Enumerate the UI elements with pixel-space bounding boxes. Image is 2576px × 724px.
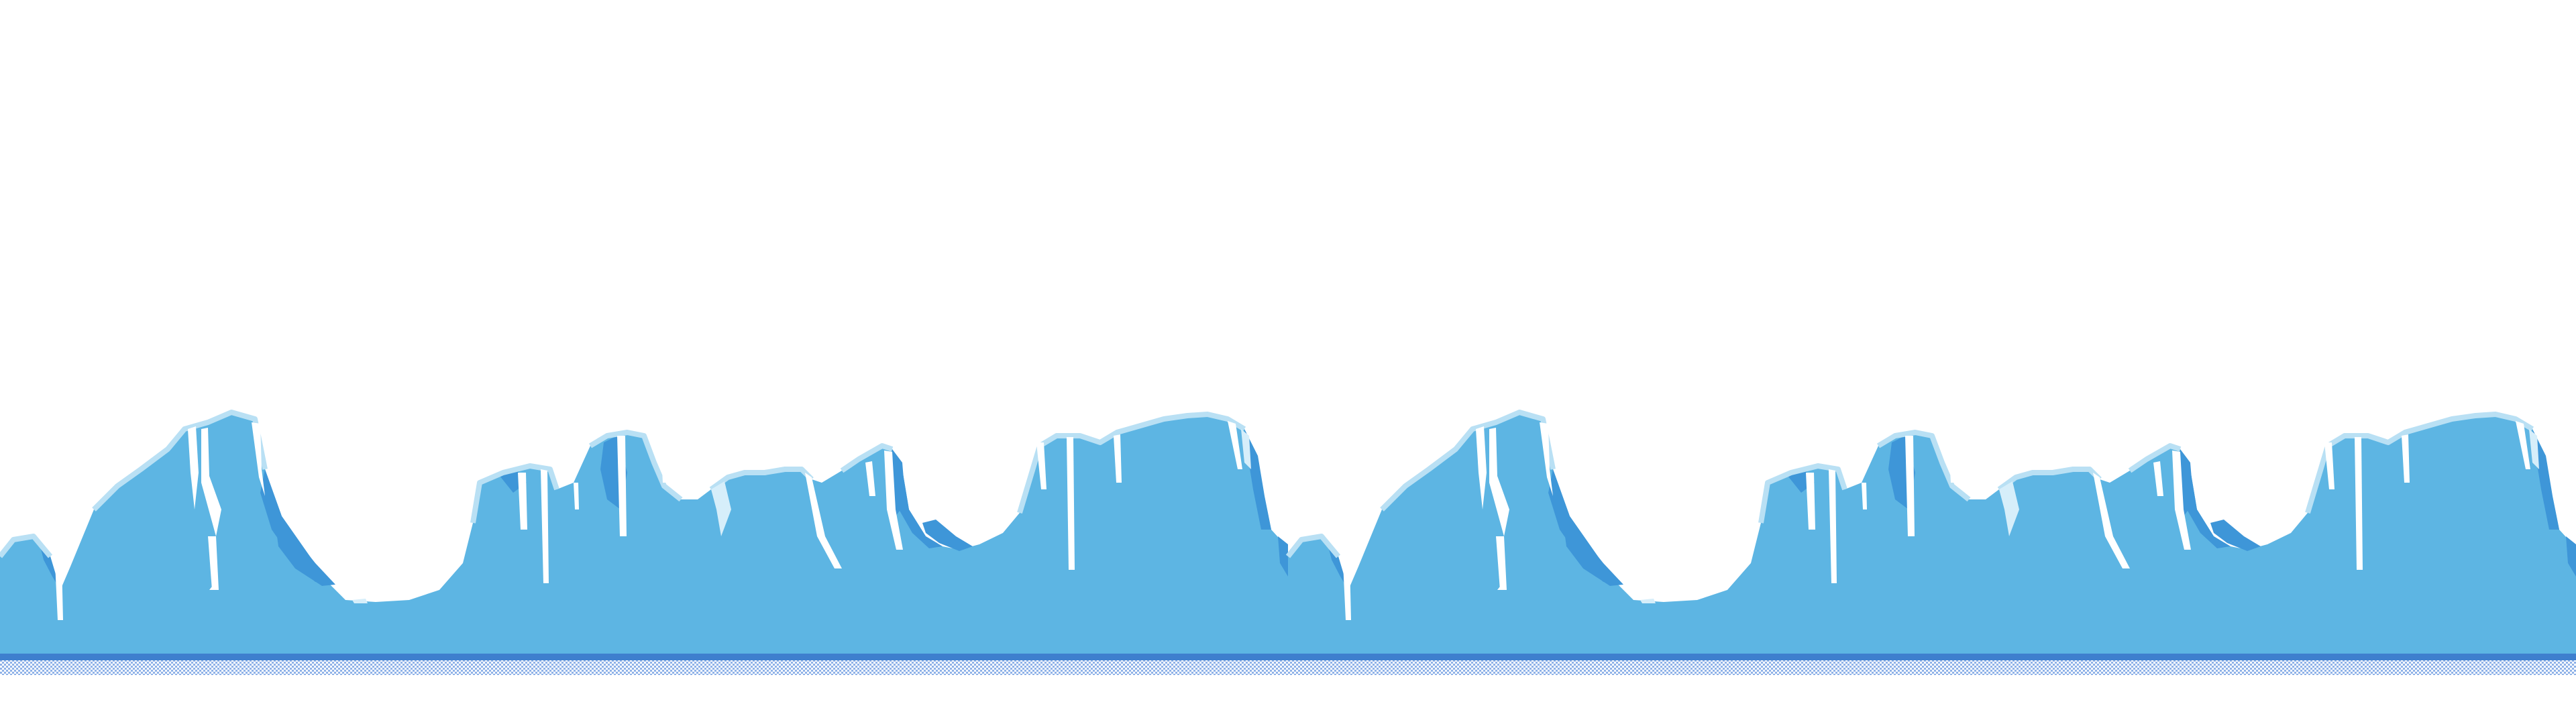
ground-white <box>0 675 2576 724</box>
ice-floor-pattern <box>0 660 2576 675</box>
ice-terrain-tile-2 <box>1288 412 2576 657</box>
ice-terrain-tile-1 <box>0 412 1288 657</box>
ice-floor-line <box>0 654 2576 660</box>
